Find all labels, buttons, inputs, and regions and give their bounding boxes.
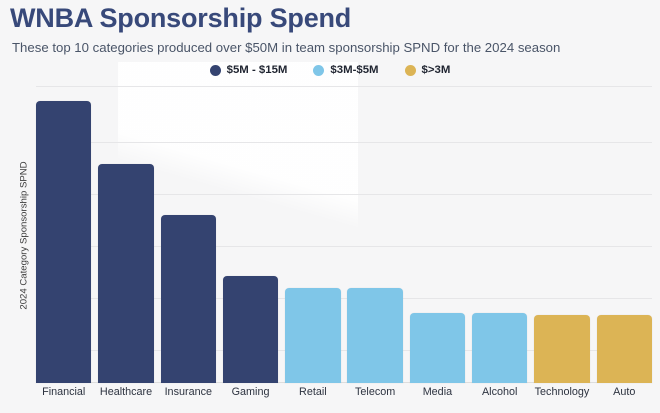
x-tick-retail: Retail: [299, 386, 327, 398]
bar-slot-gaming: [222, 86, 279, 383]
x-tick-insurance: Insurance: [164, 386, 212, 398]
legend-item-1[interactable]: $3M-$5M: [313, 64, 379, 76]
axis-baseline: [36, 382, 652, 383]
x-tick-telecom: Telecom: [355, 386, 396, 398]
bar-series-container: [36, 86, 652, 383]
bar-financial[interactable]: [36, 101, 92, 383]
x-tick-alcohol: Alcohol: [481, 386, 518, 398]
bar-slot-healthcare: [98, 86, 154, 383]
bar-insurance[interactable]: [160, 215, 216, 383]
bar-auto[interactable]: [596, 315, 652, 383]
page-title: WNBA Sponsorship Spend: [10, 3, 352, 33]
x-tick-financial: Financial: [42, 386, 86, 398]
bar-gaming[interactable]: [222, 276, 279, 383]
x-tick-auto: Auto: [613, 386, 636, 398]
chart-subtitle: These top 10 categories produced over $5…: [12, 40, 561, 55]
legend-label: $5M - $15M: [226, 64, 288, 76]
circle-swatch-icon: [404, 64, 416, 76]
x-tick-gaming: Gaming: [231, 386, 270, 398]
x-tick-technology: Technology: [534, 386, 590, 398]
bar-slot-alcohol: [471, 86, 528, 383]
bar-media[interactable]: [409, 313, 466, 383]
x-tick-media: Media: [422, 386, 453, 398]
bar-slot-telecom: [347, 86, 403, 383]
gridline: [36, 350, 652, 351]
chart-header: WNBA Sponsorship Spend These top 10 cate…: [10, 2, 652, 57]
bar-slot-technology: [534, 86, 590, 383]
x-tick-healthcare: Healthcare: [99, 386, 153, 398]
legend-label: $3M-$5M: [330, 64, 379, 76]
legend-item-2[interactable]: $>3M: [404, 64, 451, 76]
bar-telecom[interactable]: [347, 288, 403, 383]
chart-legend: $5M - $15M $3M-$5M $>3M: [0, 64, 660, 76]
circle-swatch-icon: [313, 64, 325, 76]
x-axis-tick-labels: Financial Healthcare Insurance Gaming Re…: [36, 386, 652, 398]
bar-alcohol[interactable]: [471, 313, 528, 383]
bar-technology[interactable]: [534, 315, 590, 383]
bar-slot-retail: [285, 86, 341, 383]
bar-slot-insurance: [160, 86, 216, 383]
circle-swatch-icon: [209, 64, 221, 76]
bar-slot-financial: [36, 86, 92, 383]
bar-slot-auto: [596, 86, 652, 383]
plot-area: [36, 86, 652, 383]
y-axis-label: 2024 Category Sponsorship SPND: [18, 161, 30, 310]
bar-retail[interactable]: [285, 288, 341, 383]
legend-item-0[interactable]: $5M - $15M: [209, 64, 288, 76]
legend-label: $>3M: [421, 64, 451, 76]
gridline: [36, 298, 652, 299]
bar-slot-media: [409, 86, 466, 383]
bar-healthcare[interactable]: [98, 164, 154, 383]
